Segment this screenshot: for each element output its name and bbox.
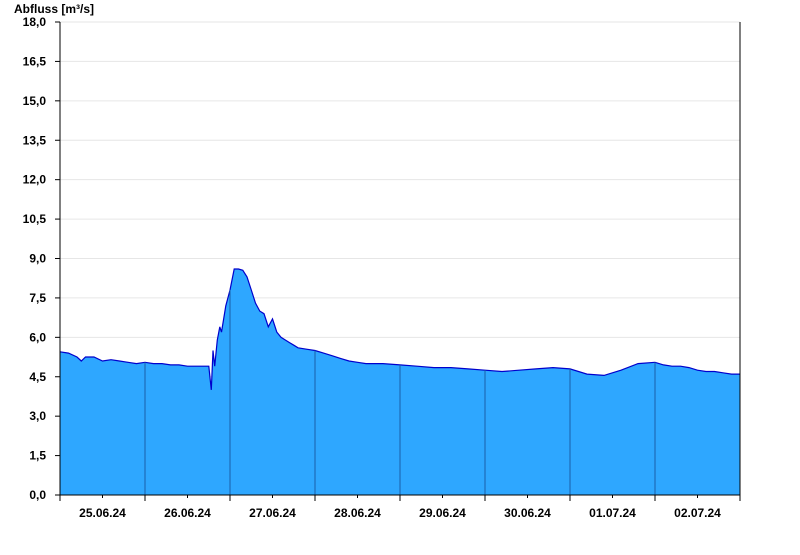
y-tick-layer: 0,0 1,5 3,0 4,5 6,0 7,5 9,0 10,5 12,0 13,5 15,0 16,… bbox=[23, 15, 60, 502]
y-tick-label: 18,0 bbox=[23, 15, 47, 29]
discharge-line bbox=[59, 268, 740, 390]
x-tick-label: 02.07.24 bbox=[674, 506, 721, 520]
y-tick-label: 7,5 bbox=[29, 291, 46, 305]
y-tick-label: 3,0 bbox=[29, 409, 46, 423]
y-tick-label: 6,0 bbox=[29, 330, 46, 344]
y-axis-label: Abfluss [m³/s] bbox=[14, 2, 94, 16]
x-tick-label: 25.06.24 bbox=[79, 506, 126, 520]
x-tick-label: 26.06.24 bbox=[164, 506, 211, 520]
x-tick-label: 27.06.24 bbox=[249, 506, 296, 520]
x-tick-layer: 25.06.24 26.06.24 27.06.24 28.06.24 29.06.24… bbox=[59, 495, 741, 520]
y-tick-label: 15,0 bbox=[23, 94, 47, 108]
y-tick-label: 9,0 bbox=[29, 252, 46, 266]
day-divider-layer bbox=[144, 290, 656, 495]
y-tick-label: 16,5 bbox=[23, 54, 47, 68]
x-tick-label: 30.06.24 bbox=[504, 506, 551, 520]
y-tick-label: 10,5 bbox=[23, 212, 47, 226]
x-tick-label: 01.07.24 bbox=[589, 506, 636, 520]
x-tick-label: 29.06.24 bbox=[419, 506, 466, 520]
y-tick-label: 12,0 bbox=[23, 173, 47, 187]
y-tick-label: 0,0 bbox=[29, 488, 46, 502]
y-tick-label: 13,5 bbox=[23, 133, 47, 147]
y-tick-label: 1,5 bbox=[29, 449, 46, 463]
y-tick-label: 4,5 bbox=[29, 370, 46, 384]
x-tick-label: 28.06.24 bbox=[334, 506, 381, 520]
